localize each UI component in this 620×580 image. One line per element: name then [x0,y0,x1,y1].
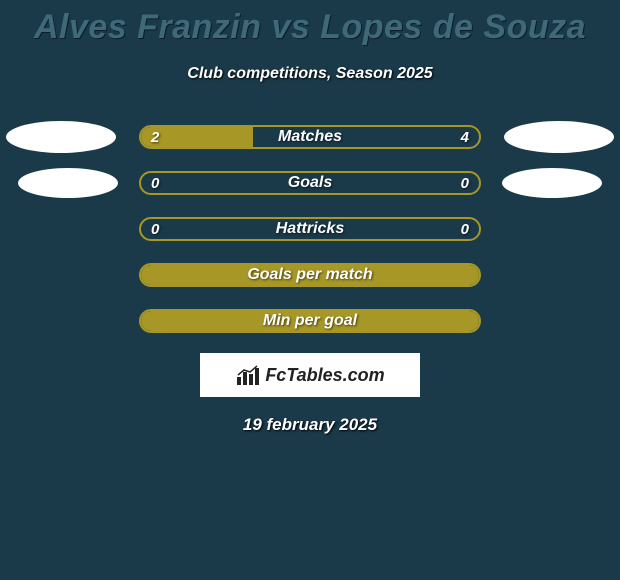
stat-bar: Min per goal [139,309,481,333]
stat-label: Goals [141,173,479,193]
comparison-subtitle: Club competitions, Season 2025 [0,65,620,83]
brand-logo: FcTables.com [200,353,420,397]
stat-value-left: 0 [151,173,159,193]
stat-row: Min per goal [0,309,620,333]
stat-row: Goals per match [0,263,620,287]
player-badge-left [6,121,116,153]
stat-rows: 24Matches00Goals00HattricksGoals per mat… [0,125,620,333]
comparison-title: Alves Franzin vs Lopes de Souza [0,0,620,47]
stat-value-left: 0 [151,219,159,239]
player-badge-left [18,168,118,198]
stat-row: 0 0Goals [0,171,620,195]
stat-row: 24Matches [0,125,620,149]
stat-value-left: 2 [151,127,159,147]
chart-icon [235,365,261,385]
stat-bar: Goals per match [139,263,481,287]
stat-value-right: 4 [461,127,469,147]
brand-logo-text: FcTables.com [265,365,384,386]
stat-bar: 24Matches [139,125,481,149]
player-badge-right [502,168,602,198]
stat-row: 0 0Hattricks [0,217,620,241]
snapshot-date: 19 february 2025 [0,415,620,435]
bar-fill [141,311,479,331]
player-badge-right [504,121,614,153]
stat-value-right: 0 [461,173,469,193]
bar-fill [141,265,479,285]
stat-bar: 0 0Hattricks [139,217,481,241]
stat-label: Hattricks [141,219,479,239]
stat-value-right: 0 [461,219,469,239]
stat-bar: 0 0Goals [139,171,481,195]
